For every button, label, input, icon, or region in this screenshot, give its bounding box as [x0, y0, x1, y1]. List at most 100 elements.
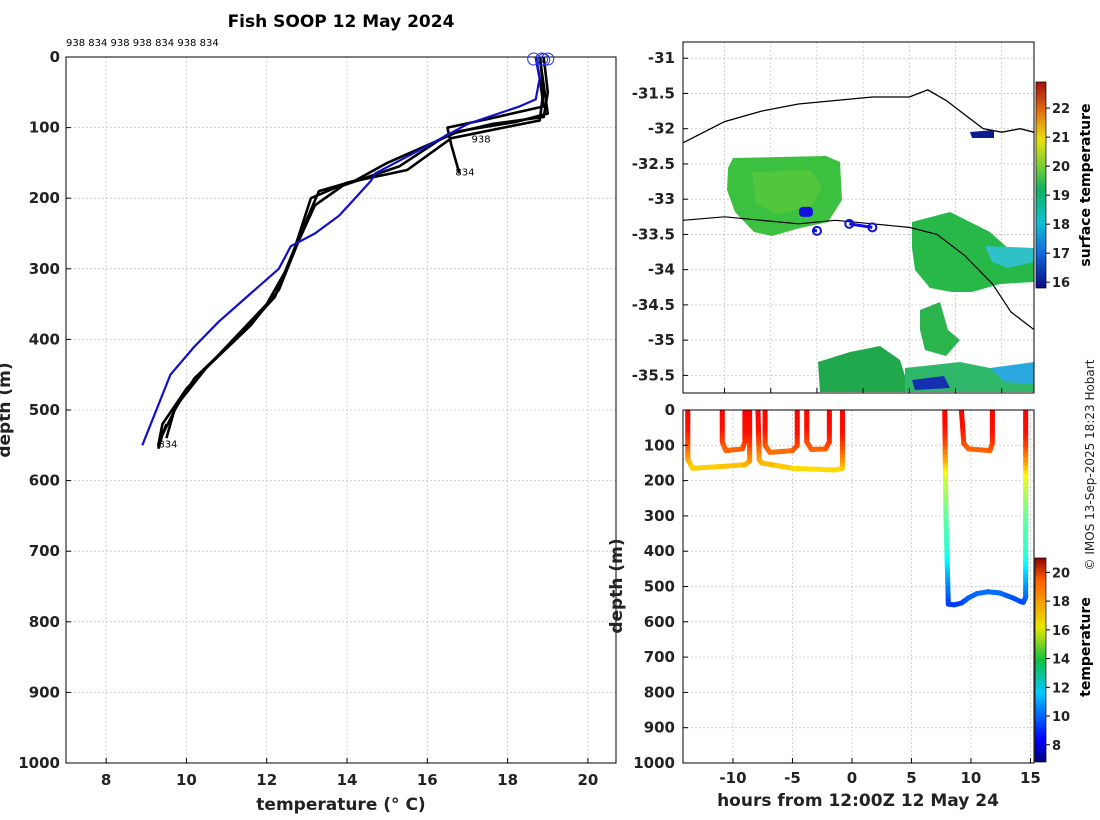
- sst-patch-cold: [912, 376, 950, 390]
- map-x-ticks: [724, 388, 1003, 393]
- section-x-ticks: -10 -5 0 5 10 15: [719, 758, 1041, 787]
- section-panel: -10 -5 0 5 10 15 0 100 200 300 400 500 600 700 800 900…: [607, 401, 1094, 811]
- cast-segment: [718, 462, 748, 469]
- historical-profile-line: [157, 56, 550, 447]
- profile-y-tick-label: 700: [29, 542, 60, 560]
- cast-segment: [759, 460, 780, 469]
- profile-x-label: temperature (° C): [256, 795, 425, 815]
- section-y-tick-label: 200: [644, 472, 675, 490]
- sst-colorbar-tick-label: 20: [1052, 160, 1070, 175]
- profile-x-tick-label: 10: [176, 771, 197, 789]
- sst-colorbar-tick-label: 18: [1052, 218, 1070, 233]
- profile-x-tick-label: 20: [577, 771, 598, 789]
- sst-colorbar-tick-label: 22: [1052, 102, 1070, 117]
- map-y-tick-label: -34: [648, 261, 675, 279]
- surface-marker: [537, 53, 551, 67]
- position-cluster: [798, 206, 813, 217]
- sst-patch-east: [920, 302, 960, 356]
- sst-patch-south: [818, 346, 910, 392]
- profile-x-tick-label: 18: [497, 771, 518, 789]
- cast-segment: [690, 463, 724, 471]
- profile-x-tick-label: 8: [101, 771, 111, 789]
- credit-text: © IMOS 13-Sep-2025 18:23 Hobart: [1083, 359, 1097, 570]
- map-y-tick-label: -31: [648, 49, 675, 67]
- section-grid: [683, 409, 1034, 764]
- section-y-tick-label: 700: [644, 648, 675, 666]
- profile-position-marker: [844, 218, 855, 229]
- temperature-colorbar-ticks: 8 10 12 14 16 18 20: [1046, 566, 1070, 754]
- temperature-colorbar-tick-label: 8: [1052, 739, 1061, 754]
- map-y-tick-label: -31.5: [632, 84, 675, 102]
- map-y-tick-label: -34.5: [632, 296, 675, 314]
- temperature-colorbar-tick-label: 12: [1052, 681, 1070, 696]
- map-axes-frame: [682, 41, 1035, 394]
- profile-y-tick-label: 1000: [18, 754, 60, 772]
- profile-y-ticks: 0 100 200 300 400 500 600 700 800 900 1000: [18, 48, 71, 772]
- sst-colorbar-tick-label: 16: [1052, 276, 1070, 291]
- current-profile-line: [141, 56, 541, 446]
- sst-colorbar: [1035, 81, 1047, 289]
- map-y-tick-label: -32: [648, 120, 675, 138]
- profile-y-tick-label: 300: [29, 260, 60, 278]
- profile-grid: [66, 56, 616, 764]
- sst-patch-north-inner: [752, 170, 822, 214]
- temperature-colorbar-label: temperature: [1078, 597, 1094, 697]
- sst-patch-cool-south: [990, 362, 1034, 384]
- profile-x-ticks: 8 10 12 14 16 18 20: [101, 758, 598, 789]
- section-casts: [685, 410, 1029, 608]
- surface-marker: [541, 52, 555, 66]
- temperature-colorbar-tick-label: 10: [1052, 710, 1070, 725]
- profile-y-tick-label: 500: [29, 401, 60, 419]
- coastline: [683, 89, 1034, 144]
- surface-marker: [527, 52, 541, 66]
- section-y-tick-label: 300: [644, 507, 675, 525]
- profile-y-tick-label: 100: [29, 119, 60, 137]
- sst-colorbar-tick-label: 21: [1052, 131, 1070, 146]
- section-y-tick-label: 400: [644, 542, 675, 560]
- profile-x-tick-label: 12: [256, 771, 277, 789]
- section-y-tick-label: 0: [665, 401, 675, 419]
- temperature-colorbar: [1034, 557, 1047, 763]
- map-y-tick-label: -35: [648, 331, 675, 349]
- section-x-tick-label: -10: [719, 769, 746, 787]
- map-panel: -31 -31.5 -32 -32.5 -33 -33.5 -34 -34.5 -35 -35.5…: [632, 41, 1094, 394]
- section-x-tick-label: 10: [961, 769, 982, 787]
- map-y-tick-label: -32.5: [632, 155, 675, 173]
- profile-positions: [798, 206, 878, 236]
- map-y-ticks: -31 -31.5 -32 -32.5 -33 -33.5 -34 -34.5 -35 -35.5: [632, 49, 688, 384]
- profile-y-tick-label: 0: [50, 48, 60, 66]
- section-x-tick-label: 15: [1020, 769, 1041, 787]
- section-y-tick-label: 1000: [633, 754, 675, 772]
- sst-colorbar-ticks: 16 17 18 19 20 21 22: [1046, 102, 1070, 291]
- cast-segment: [774, 463, 795, 471]
- profile-y-tick-label: 400: [29, 330, 60, 348]
- cast-segment: [789, 465, 837, 473]
- profile-position-marker: [811, 225, 822, 236]
- section-x-label: hours from 12:00Z 12 May 24: [717, 791, 999, 811]
- profile-lines: [141, 52, 555, 450]
- section-y-tick-label: 800: [644, 683, 675, 701]
- map-y-tick-label: -35.5: [632, 366, 675, 384]
- sst-colorbar-label: surface temperature: [1078, 103, 1094, 266]
- chart-title: Fish SOOP 12 May 2024: [228, 12, 455, 32]
- header-annotation: 938 834 938 938 834 938 834: [66, 38, 219, 49]
- cast-segment: [767, 448, 795, 455]
- section-y-tick-label: 900: [644, 719, 675, 737]
- map-y-tick-label: -33: [648, 190, 675, 208]
- section-y-label: depth (m): [607, 538, 627, 633]
- profile-panel: Fish SOOP 12 May 2024 938 834 938 938 83…: [0, 12, 617, 815]
- temperature-colorbar-tick-label: 14: [1052, 653, 1070, 668]
- profile-point-label: 834: [158, 439, 177, 450]
- profile-point-label: 834: [455, 168, 474, 179]
- ship-track: [683, 216, 1034, 331]
- section-y-tick-label: 500: [644, 578, 675, 596]
- temperature-colorbar-tick-label: 18: [1052, 595, 1070, 610]
- section-x-tick-label: -5: [784, 769, 801, 787]
- section-y-tick-label: 100: [644, 436, 675, 454]
- profile-y-tick-label: 800: [29, 613, 60, 631]
- sst-colorbar-tick-label: 17: [1052, 247, 1070, 262]
- sst-patch-cool-edge: [985, 246, 1034, 268]
- profile-point-labels: 938 834 834: [158, 134, 490, 450]
- sst-colorbar-tick-label: 19: [1052, 189, 1070, 204]
- sst-patch-middle: [912, 212, 1034, 292]
